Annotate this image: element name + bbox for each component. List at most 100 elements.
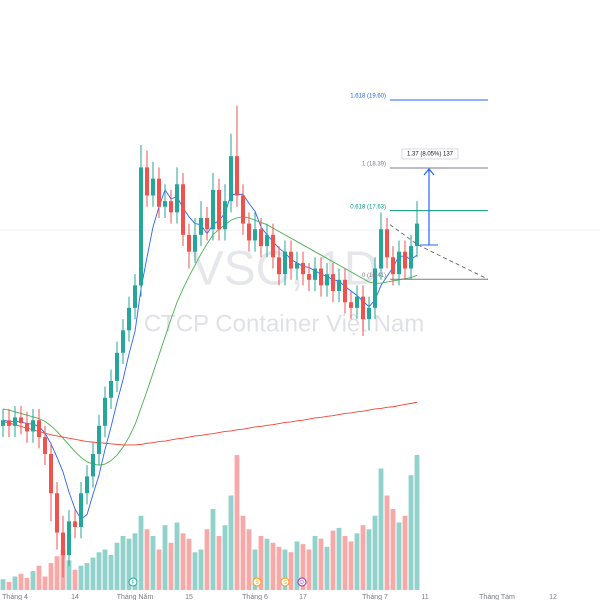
candle-body xyxy=(19,417,23,424)
candle-body xyxy=(175,184,179,213)
volume-bar xyxy=(372,515,378,590)
volume-bar xyxy=(306,549,312,590)
candle-body xyxy=(331,274,335,292)
volume-bar xyxy=(288,552,294,590)
volume-bar xyxy=(18,573,24,590)
candle-body xyxy=(97,425,101,454)
candle-body xyxy=(415,223,419,247)
fib-label: 1 (18.39) xyxy=(362,162,386,168)
candle-body xyxy=(169,201,173,213)
volume-bar xyxy=(90,557,96,590)
volume-bar xyxy=(348,541,354,590)
x-tick-label: Tháng 6 xyxy=(242,594,268,600)
volume-bar xyxy=(66,560,72,590)
candle-body xyxy=(139,167,143,286)
candle-body xyxy=(367,307,371,320)
candle-body xyxy=(79,493,83,527)
volume-bar xyxy=(162,525,168,590)
volume-bar xyxy=(24,577,30,590)
measure-box xyxy=(401,148,459,160)
volume-bar xyxy=(366,529,372,590)
volume-bar xyxy=(42,576,48,590)
candle-body xyxy=(49,453,53,494)
candle-body xyxy=(85,476,89,494)
candle-body xyxy=(55,493,59,533)
event-marker xyxy=(128,577,138,587)
candle-body xyxy=(253,229,257,241)
volume-bar xyxy=(228,495,234,590)
volume-bar xyxy=(300,544,306,590)
projection-line xyxy=(417,244,489,280)
fib-label: 0.618 (17.63) xyxy=(350,204,386,210)
candle-body xyxy=(157,178,161,207)
volume-bar xyxy=(384,495,390,590)
volume-bar xyxy=(156,549,162,590)
volume-bar xyxy=(408,475,414,590)
volume-bar xyxy=(204,529,210,590)
candle-body xyxy=(385,229,389,258)
volume-bar xyxy=(192,552,198,590)
event-label: F xyxy=(131,580,134,586)
volume-bar xyxy=(336,527,342,590)
candle-body xyxy=(181,184,185,235)
x-tick-label: Tháng 7 xyxy=(362,594,388,600)
volume-bar xyxy=(240,515,246,590)
event-marker xyxy=(252,577,262,587)
fib-label: 1.618 (19.60) xyxy=(350,94,386,100)
fib-label: 0 (16.41) xyxy=(362,273,386,279)
x-tick-label: 12 xyxy=(549,594,557,600)
volume-bar xyxy=(78,565,84,590)
volume-bar xyxy=(354,533,360,590)
candle-body xyxy=(67,521,71,556)
x-tick-label: 14 xyxy=(71,594,79,600)
volume-bar xyxy=(276,546,282,590)
volume-bar xyxy=(0,579,6,590)
volume-bar xyxy=(138,515,144,590)
candle-body xyxy=(379,229,383,269)
candle-body xyxy=(109,380,113,398)
volume-bar xyxy=(54,556,60,590)
volume-bar xyxy=(186,538,192,590)
volume-bar xyxy=(96,552,102,590)
volume-bar xyxy=(210,509,216,590)
volume-bar xyxy=(30,571,36,590)
candle-body xyxy=(211,189,215,230)
candle-body xyxy=(1,420,5,426)
volume-bar xyxy=(168,542,174,590)
candle-body xyxy=(403,251,407,269)
candle-body xyxy=(361,296,365,320)
measure-arrowhead xyxy=(423,168,435,176)
candle-body xyxy=(373,268,377,308)
candle-body xyxy=(217,189,221,230)
candle-body xyxy=(289,251,293,269)
candle-body xyxy=(43,437,47,454)
moving-average xyxy=(2,188,418,520)
candle-body xyxy=(307,274,311,280)
candle-body xyxy=(37,420,41,438)
x-tick-label: 15 xyxy=(185,594,193,600)
moving-average xyxy=(2,216,418,466)
candle-body xyxy=(133,285,137,308)
measure-label: 1.37 (8.05%) 137 xyxy=(407,152,454,158)
volume-bar xyxy=(114,542,120,590)
volume-bar xyxy=(48,563,54,590)
candle-body xyxy=(397,251,401,275)
volume-bar xyxy=(330,530,336,590)
candle-body xyxy=(145,167,149,196)
volume-bar xyxy=(258,536,264,590)
candle-body xyxy=(61,532,65,556)
event-label: S xyxy=(283,580,287,586)
volume-bar xyxy=(234,455,240,590)
volume-bar xyxy=(246,529,252,590)
event-marker xyxy=(297,577,307,587)
volume-bar xyxy=(36,565,42,590)
candle-body xyxy=(349,302,353,308)
volume-bar xyxy=(360,525,366,590)
candle-body xyxy=(121,330,125,353)
volume-bar xyxy=(198,549,204,590)
candle-body xyxy=(301,262,305,275)
volume-bar xyxy=(108,554,114,590)
volume-bar xyxy=(318,538,324,590)
candle-body xyxy=(103,397,107,426)
